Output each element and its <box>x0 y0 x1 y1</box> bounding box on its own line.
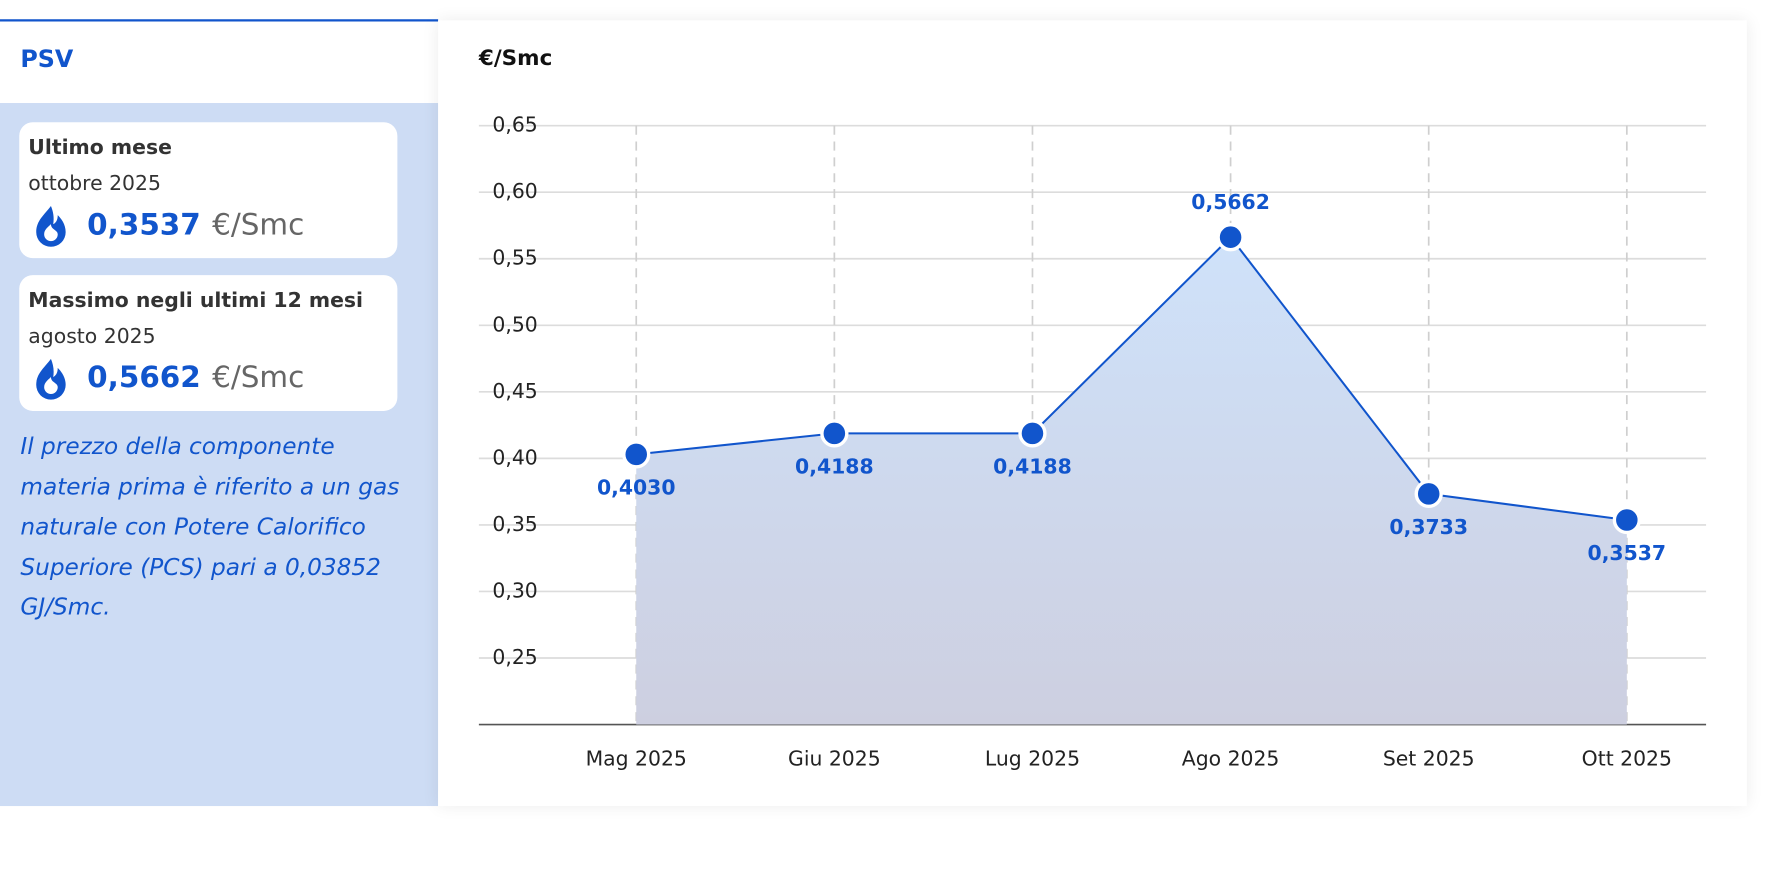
card-value: 0,3537 <box>87 208 201 243</box>
card-value-row: 0,5662 €/Smc <box>87 361 304 395</box>
y-tick-label: 0,30 <box>492 578 537 602</box>
x-tick-label: Ott 2025 <box>1582 747 1672 771</box>
y-tick-label: 0,40 <box>492 445 537 469</box>
line <box>636 235 1627 522</box>
y-tick-label: 0,65 <box>492 113 537 137</box>
y-tick-label: 0,35 <box>492 512 537 536</box>
card-unit: €/Smc <box>212 208 305 243</box>
top-line <box>0 19 439 22</box>
flame-icon <box>36 358 66 400</box>
note: Il prezzo della componente materia prima… <box>20 432 400 621</box>
point <box>1216 223 1245 252</box>
card-value: 0,5662 <box>87 361 201 396</box>
x-tick-label: Ago 2025 <box>1182 747 1280 771</box>
y-tick-label: 0,45 <box>492 379 537 403</box>
data-label: 0,4188 <box>795 454 874 478</box>
y-tick-label: 0,60 <box>492 179 537 203</box>
card-date: agosto 2025 <box>28 324 156 349</box>
data-label: 0,5662 <box>1191 190 1270 214</box>
card-unit: €/Smc <box>212 361 305 396</box>
point <box>1018 419 1047 448</box>
chart-title: €/Smc <box>478 46 552 71</box>
card-date: ottobre 2025 <box>28 172 161 196</box>
y-tick-label: 0,50 <box>492 312 537 336</box>
x-tick-label: Mag 2025 <box>586 747 687 771</box>
point <box>622 440 651 469</box>
flame-icon <box>36 206 66 247</box>
card-label: Ultimo mese <box>28 135 172 160</box>
point <box>1612 505 1641 535</box>
x-tick-label: Lug 2025 <box>985 747 1080 771</box>
area <box>636 237 1627 725</box>
chart-card: €/Smc 0,25 0,30 0,35 0,40 0,45 0,50 0,55 0,60 0,… <box>438 20 1747 807</box>
card: Ultimo mese ottobre 2025 0,3537 €/Smc <box>19 122 398 259</box>
data-label: 0,3537 <box>1588 541 1667 565</box>
x-tick-label: Giu 2025 <box>788 747 881 771</box>
data-label: 0,3733 <box>1389 515 1468 539</box>
panel-title: PSV <box>20 45 74 73</box>
point <box>820 419 849 448</box>
card-value-row: 0,3537 €/Smc <box>87 208 304 242</box>
data-label: 0,4188 <box>993 454 1072 478</box>
card-label: Massimo negli ultimi 12 mesi <box>28 288 364 313</box>
x-tick-label: Set 2025 <box>1383 747 1475 771</box>
y-tick-label: 0,55 <box>492 246 537 270</box>
chart: €/Smc 0,25 0,30 0,35 0,40 0,45 0,50 0,55 0,60 0,… <box>478 46 1707 771</box>
card: Massimo negli ultimi 12 mesi agosto 2025… <box>19 275 398 411</box>
y-tick-label: 0,25 <box>492 645 537 669</box>
data-label: 0,4030 <box>597 475 676 499</box>
point <box>1414 479 1443 509</box>
